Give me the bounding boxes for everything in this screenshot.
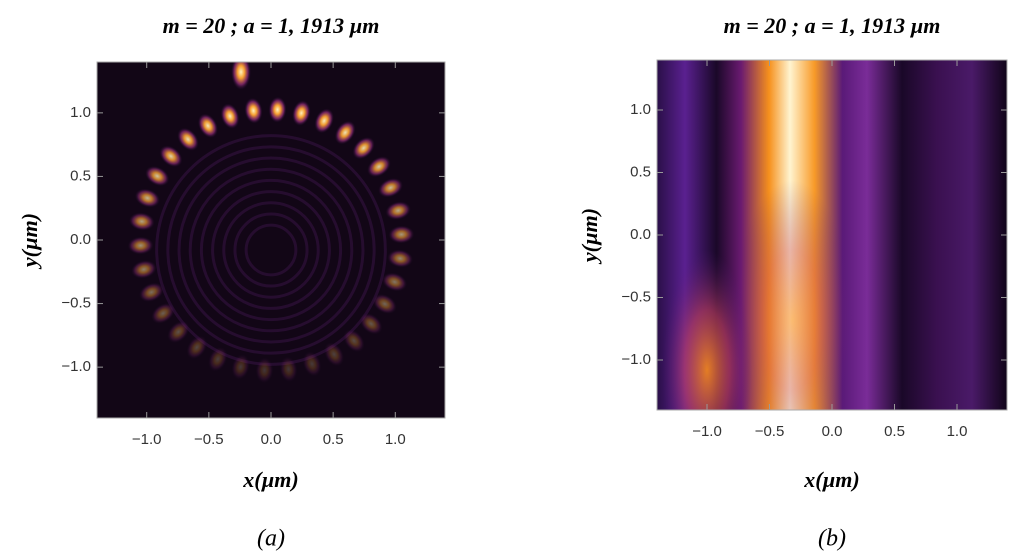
fringe-blob xyxy=(334,120,356,145)
fringe-blob xyxy=(352,136,375,160)
fringe-blob xyxy=(302,351,322,377)
fringe-blob xyxy=(323,342,345,367)
top-spot xyxy=(231,62,251,90)
fringe-blob xyxy=(255,357,274,384)
fringe-blob xyxy=(388,225,415,244)
inner-fringe xyxy=(166,145,376,355)
fringe-blob xyxy=(138,282,164,303)
caption: (b) xyxy=(818,526,846,552)
warm-lobe xyxy=(662,250,752,410)
fringe-blob xyxy=(159,145,183,168)
fringe-blob xyxy=(167,320,190,344)
inner-fringe xyxy=(199,178,343,322)
fringe-blob xyxy=(208,346,228,372)
x-tick-label: −1.0 xyxy=(132,431,162,448)
fringe-blob xyxy=(359,312,383,335)
fringe-blob xyxy=(378,177,404,198)
fringe-blob xyxy=(231,354,250,380)
x-tick-label: −0.5 xyxy=(755,423,785,440)
y-axis-label: y(µm) xyxy=(17,213,42,270)
y-tick-label: 0.0 xyxy=(70,231,91,248)
x-tick-label: 0.0 xyxy=(261,431,282,448)
fringe-blob xyxy=(186,335,208,360)
y-tick-label: 1.0 xyxy=(630,101,651,118)
inner-fringe xyxy=(188,167,354,333)
fringe-blob xyxy=(128,212,155,231)
fringe-blob xyxy=(343,329,365,353)
density-image xyxy=(657,60,1007,410)
fringe-blob xyxy=(367,156,391,178)
y-tick-label: 0.5 xyxy=(70,167,91,184)
y-tick-label: −1.0 xyxy=(621,351,651,368)
fringe-blob xyxy=(381,272,408,292)
caption: (a) xyxy=(257,526,285,552)
fringe-blob xyxy=(387,249,414,268)
fringe-blob xyxy=(197,113,219,138)
fringe-blob xyxy=(127,236,154,255)
fringe-blob xyxy=(177,127,199,151)
y-axis-label: y(µm) xyxy=(577,208,602,265)
fringe-blob xyxy=(372,293,397,315)
fringe-blob xyxy=(314,108,334,134)
density-image xyxy=(97,62,445,418)
y-tick-label: 0.5 xyxy=(630,163,651,180)
warm-lobe xyxy=(732,180,852,410)
x-tick-label: 1.0 xyxy=(947,423,968,440)
chart-title: m = 20 ; a = 1, 1913 µm xyxy=(163,13,380,38)
x-axis-label: x(µm) xyxy=(803,467,859,492)
x-tick-label: 0.5 xyxy=(323,431,344,448)
x-tick-label: 0.5 xyxy=(884,423,905,440)
fringe-blob xyxy=(244,97,263,124)
inner-fringe xyxy=(211,190,331,310)
inner-fringe xyxy=(177,156,365,344)
fringe-blob xyxy=(134,188,161,208)
fringe-blob xyxy=(279,356,298,383)
y-tick-label: −1.0 xyxy=(61,358,91,375)
inner-fringe xyxy=(222,201,320,299)
y-tick-label: −0.5 xyxy=(61,295,91,312)
x-tick-label: −1.0 xyxy=(692,423,722,440)
inner-fringe xyxy=(244,223,298,277)
fringe-blob xyxy=(131,260,157,279)
fringe-blob xyxy=(151,302,175,324)
fringe-blob xyxy=(292,100,311,126)
y-tick-label: −0.5 xyxy=(621,288,651,305)
x-tick-label: −0.5 xyxy=(194,431,224,448)
chart-title: m = 20 ; a = 1, 1913 µm xyxy=(724,13,941,38)
background xyxy=(97,62,445,418)
y-tick-label: 1.0 xyxy=(70,104,91,121)
x-tick-label: 0.0 xyxy=(822,423,843,440)
fringe-blob xyxy=(268,96,287,123)
fringe-blob xyxy=(145,165,170,187)
fringe-blob xyxy=(220,103,240,129)
y-tick-label: 0.0 xyxy=(630,226,651,243)
fringe-blob xyxy=(385,201,411,220)
inner-fringe xyxy=(233,212,309,288)
x-axis-label: x(µm) xyxy=(242,467,298,492)
x-tick-label: 1.0 xyxy=(385,431,406,448)
